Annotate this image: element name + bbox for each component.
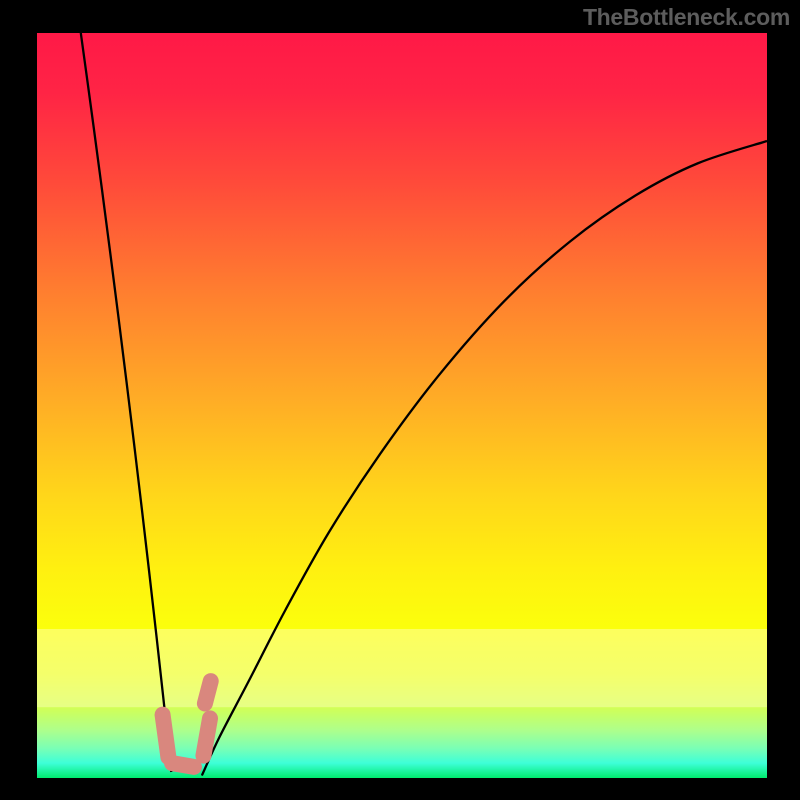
blob-segment [163, 715, 169, 757]
blob-segment [172, 763, 194, 767]
chart-svg [0, 0, 800, 800]
watermark-text: TheBottleneck.com [583, 4, 790, 31]
pale-band [37, 629, 767, 707]
blob-segment [205, 681, 211, 703]
blob-segment [203, 718, 210, 755]
chart-container: TheBottleneck.com [0, 0, 800, 800]
